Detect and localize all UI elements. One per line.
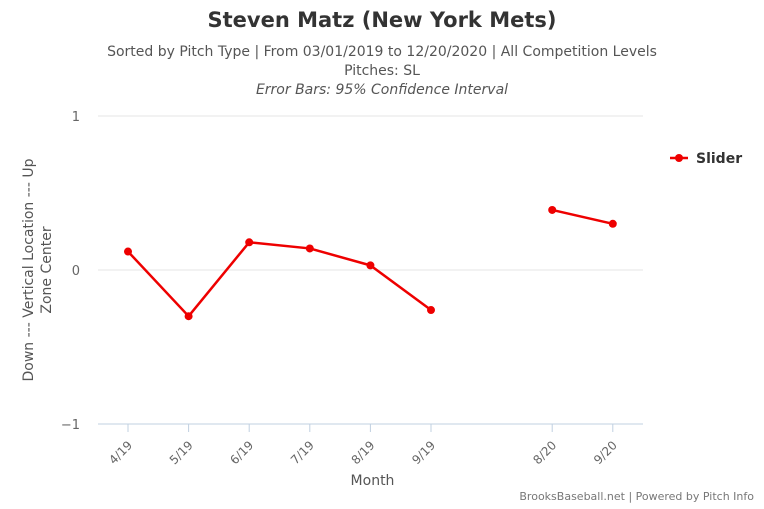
data-point (548, 205, 557, 214)
data-point (608, 219, 617, 228)
chart-error-bars-note: Error Bars: 95% Confidence Interval (255, 82, 509, 98)
y-axis-subtitle: Zone Center (39, 226, 55, 313)
data-point (245, 238, 254, 247)
x-tick-label: 4/19 (106, 438, 135, 467)
series-line (551, 208, 614, 226)
x-axis-title: Month (351, 473, 395, 489)
credits-text[interactable]: BrooksBaseball.net | Powered by Pitch In… (519, 490, 754, 503)
chart-pitches-line: Pitches: SL (344, 63, 420, 79)
y-tick-label: −1 (61, 418, 80, 433)
legend-label: Slider (696, 151, 742, 167)
data-point (427, 306, 435, 315)
x-tick-label: 5/19 (167, 438, 196, 467)
x-tick-label: 8/19 (349, 438, 378, 467)
x-tick-label: 6/19 (227, 438, 256, 467)
x-tick-label: 9/19 (409, 438, 438, 467)
y-tick-label: 0 (72, 264, 80, 279)
data-point (305, 244, 314, 253)
x-tick-label: 7/19 (288, 438, 317, 467)
series-line (127, 241, 432, 318)
chart-title: Steven Matz (New York Mets) (207, 8, 557, 32)
data-point (124, 247, 132, 256)
y-tick-label: 1 (72, 110, 80, 125)
x-tick-label: 8/20 (530, 438, 559, 467)
y-axis-title: Down --- Vertical Location --- Up (21, 158, 37, 381)
data-point (366, 261, 375, 270)
x-tick-label: 9/20 (591, 438, 620, 467)
legend-marker (675, 154, 683, 162)
data-point (184, 312, 193, 321)
chart-subtitle: Sorted by Pitch Type | From 03/01/2019 t… (107, 44, 657, 60)
